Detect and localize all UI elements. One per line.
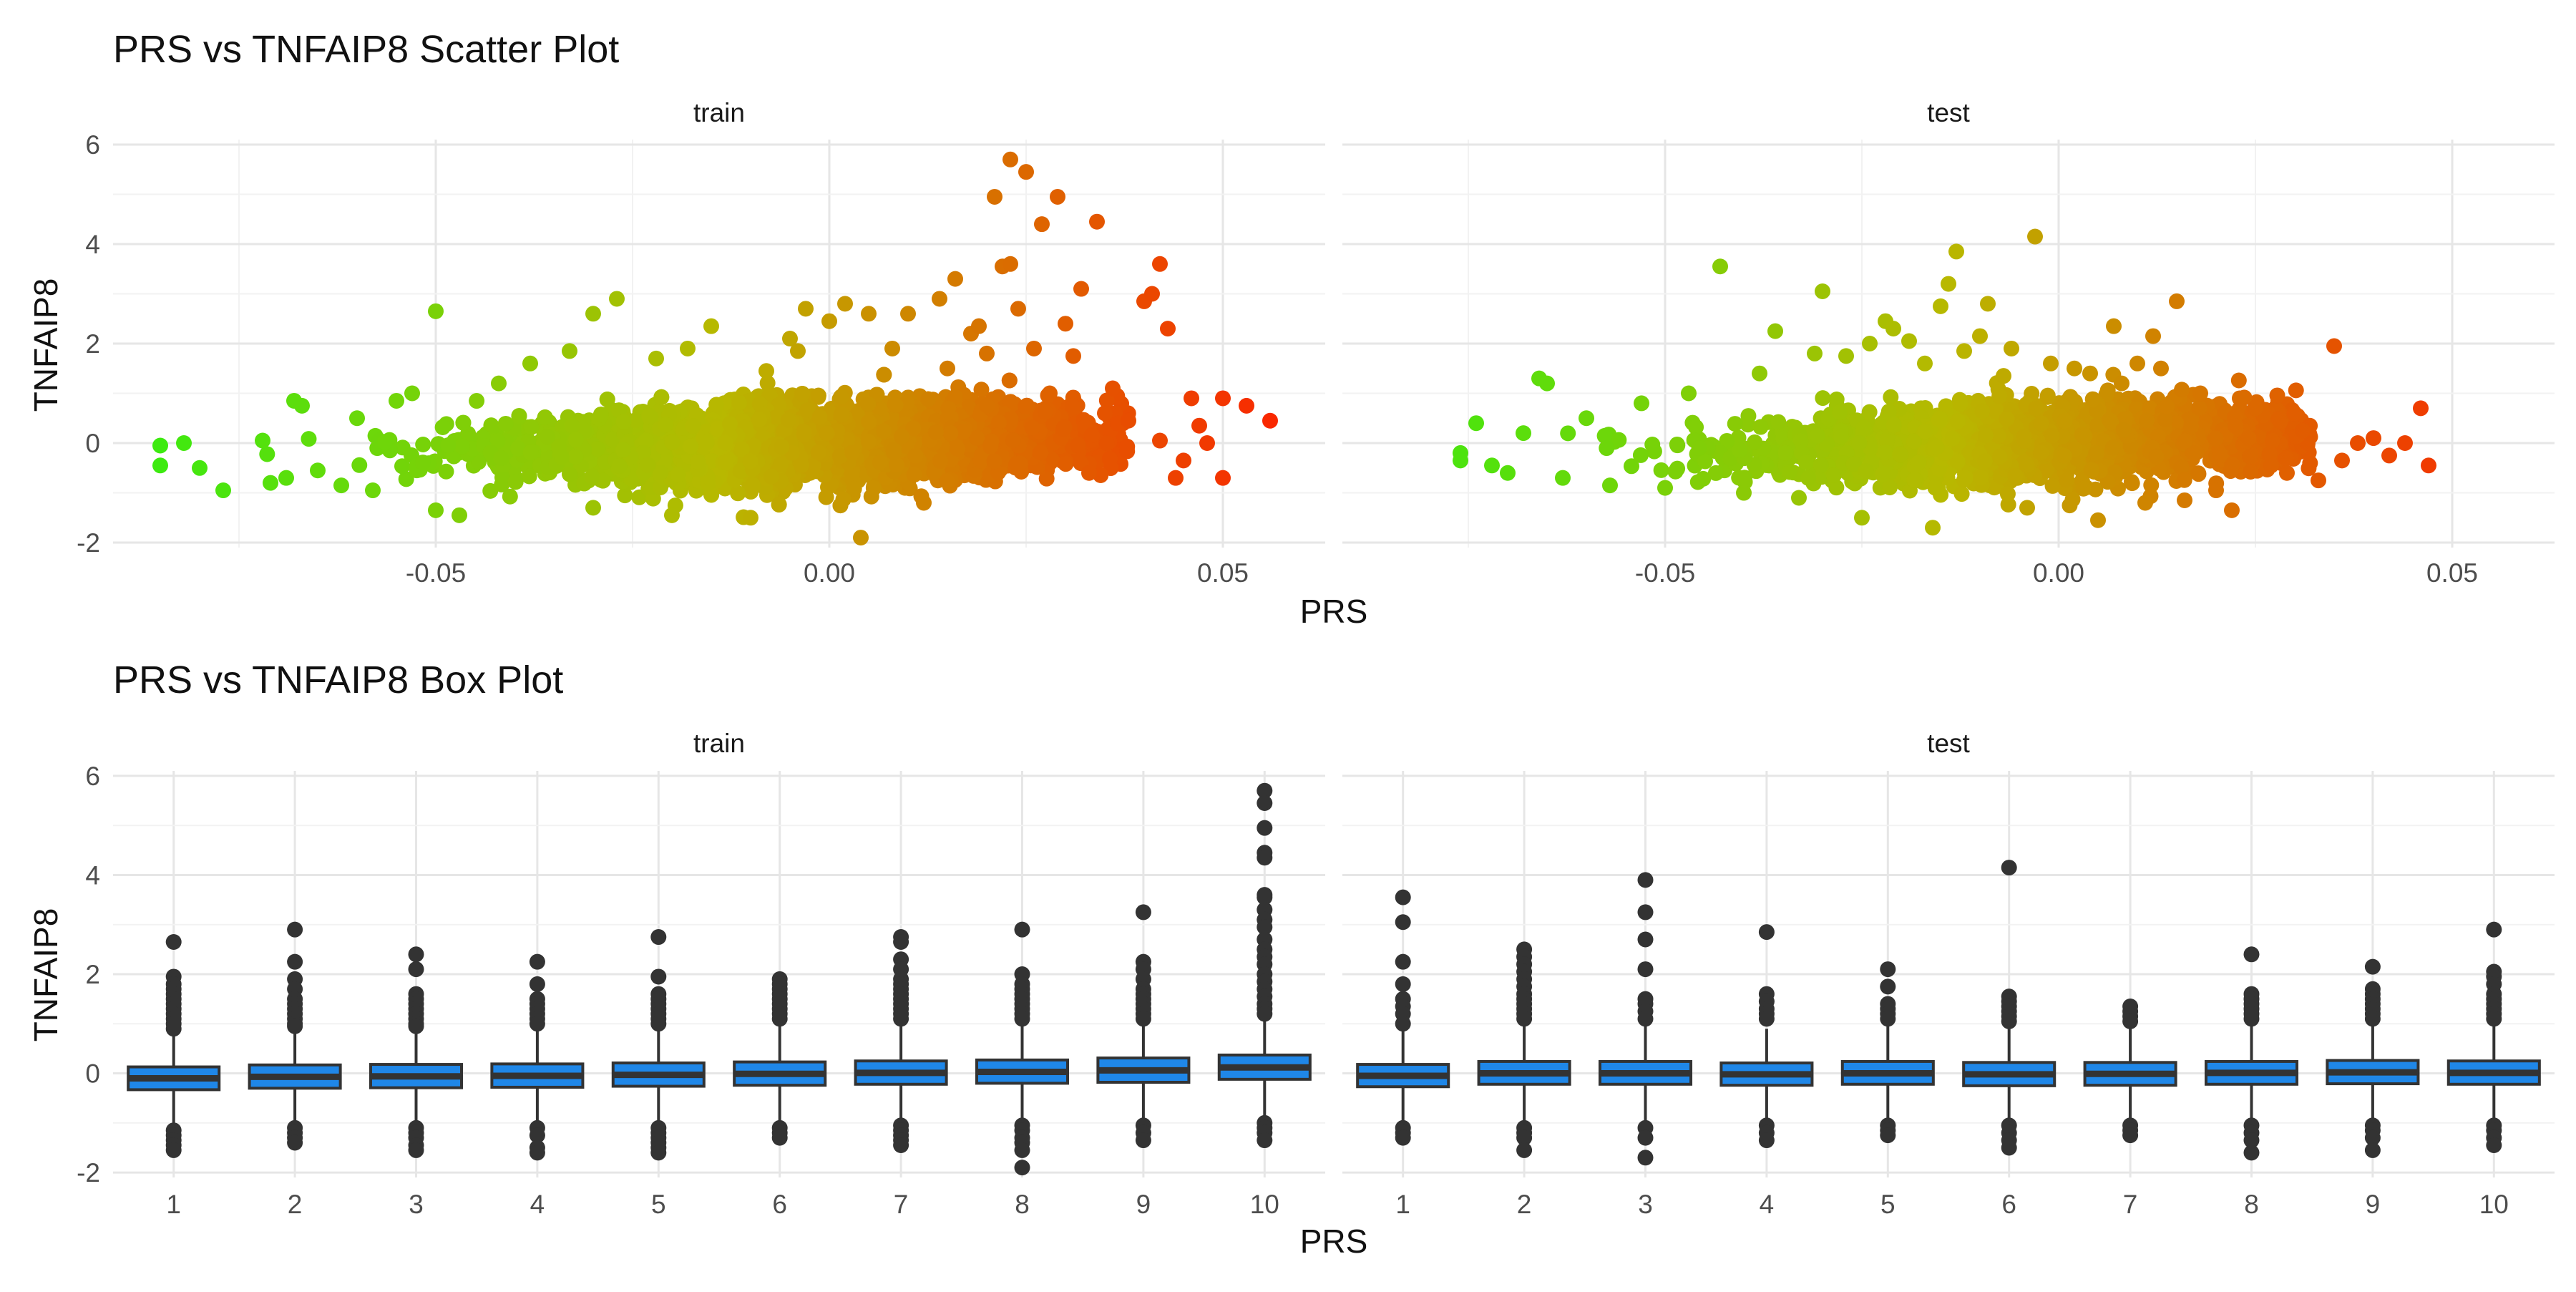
box-y-tick-label: 0 <box>85 1059 100 1089</box>
box-x-tick-label: 7 <box>2123 1190 2138 1219</box>
scatter-point <box>377 434 393 450</box>
scatter-y-tick-label: 0 <box>85 429 100 458</box>
scatter-point <box>508 474 524 490</box>
scatter-x-tick-label: 0.05 <box>1197 558 1249 588</box>
scatter-point <box>1033 445 1048 460</box>
scatter-point <box>888 397 904 413</box>
box-x-tick-label: 4 <box>1760 1190 1775 1219</box>
scatter-y-tick-label: -2 <box>77 528 100 558</box>
box-x-tick-label: 1 <box>166 1190 181 1219</box>
scatter-point <box>469 393 484 409</box>
scatter-point <box>351 457 367 473</box>
scatter-point <box>731 395 747 411</box>
scatter-point <box>590 441 605 457</box>
scatter-point <box>653 389 669 405</box>
scatter-point <box>1002 373 1018 389</box>
scatter-point <box>562 466 577 482</box>
scatter-point <box>708 397 724 412</box>
box-x-axis-title: PRS <box>1300 1223 1368 1260</box>
box-facet-train-label: train <box>693 729 745 758</box>
box-x-tick-label: 9 <box>2366 1190 2381 1219</box>
box-x-tick-label: 8 <box>2244 1190 2259 1219</box>
box-x-tick-label: 3 <box>409 1190 424 1219</box>
scatter-point <box>1058 456 1073 472</box>
scatter-point <box>730 485 746 501</box>
box-x-tick-label: 7 <box>894 1190 909 1219</box>
scatter-y-tick-label: 6 <box>85 130 100 160</box>
scatter-point <box>415 455 431 470</box>
scatter-plot-title: PRS vs TNFAIP8 Scatter Plot <box>113 28 619 71</box>
scatter-point <box>940 473 955 489</box>
box-x-tick-label: 10 <box>1250 1190 1279 1219</box>
scatter-point <box>301 431 316 447</box>
scatter-point <box>1019 398 1035 414</box>
scatter-facet-train-label: train <box>693 98 745 127</box>
scatter-point <box>600 392 615 407</box>
scatter-x-tick-label: -0.05 <box>1635 558 1695 588</box>
scatter-point <box>498 416 514 432</box>
box-y-tick-label: 4 <box>85 860 100 890</box>
box-x-tick-label: 8 <box>1015 1190 1030 1219</box>
scatter-point <box>794 386 810 402</box>
box-x-tick-label: 3 <box>1638 1190 1653 1219</box>
box-y-tick-label: -2 <box>77 1158 100 1187</box>
scatter-point <box>876 367 892 383</box>
scatter-point <box>1119 443 1135 459</box>
scatter-x-tick-label: 0.00 <box>804 558 855 588</box>
scatter-point <box>771 497 787 513</box>
box-x-tick-label: 2 <box>1517 1190 1532 1219</box>
scatter-point <box>455 415 471 431</box>
box-plot-title: PRS vs TNFAIP8 Box Plot <box>113 659 563 701</box>
box-facet-test-label: test <box>1927 729 1970 758</box>
scatter-y-axis-title: TNFAIP8 <box>27 278 64 412</box>
box-x-tick-label: 6 <box>2001 1190 2016 1219</box>
scatter-point <box>565 418 580 434</box>
scatter-point <box>811 388 826 404</box>
box-x-tick-label: 5 <box>1880 1190 1896 1219</box>
box-x-tick-label: 1 <box>1395 1190 1410 1219</box>
scatter-x-axis-title: PRS <box>1300 593 1368 630</box>
scatter-point <box>1099 435 1115 451</box>
scatter-facet-test-label: test <box>1927 98 1970 127</box>
scatter-x-tick-label: 0.05 <box>2426 558 2478 588</box>
scatter-point <box>1065 398 1080 414</box>
scatter-x-tick-label: -0.05 <box>406 558 466 588</box>
box-y-tick-label: 6 <box>85 762 100 791</box>
scatter-y-tick-label: 4 <box>85 230 100 259</box>
scatter-point <box>866 480 882 496</box>
scatter-point <box>415 437 431 452</box>
box-y-axis-title: TNFAIP8 <box>27 908 64 1042</box>
scatter-point <box>454 439 470 455</box>
scatter-point <box>593 407 609 422</box>
scatter-point <box>537 409 553 425</box>
box-x-tick-label: 2 <box>288 1190 303 1219</box>
scatter-point <box>435 419 451 435</box>
box-x-tick-label: 9 <box>1136 1190 1151 1219</box>
box-x-tick-label: 5 <box>651 1190 666 1219</box>
scatter-point <box>522 468 537 484</box>
box-y-tick-label: 2 <box>85 960 100 989</box>
scatter-x-tick-label: 0.00 <box>2033 558 2084 588</box>
scatter-point <box>438 464 454 480</box>
box-x-tick-label: 4 <box>530 1190 545 1219</box>
box-x-tick-label: 6 <box>772 1190 787 1219</box>
scatter-point <box>259 446 275 462</box>
scatter-y-tick-label: 2 <box>85 329 100 359</box>
scatter-point <box>440 437 456 453</box>
box-x-tick-label: 10 <box>2479 1190 2509 1219</box>
